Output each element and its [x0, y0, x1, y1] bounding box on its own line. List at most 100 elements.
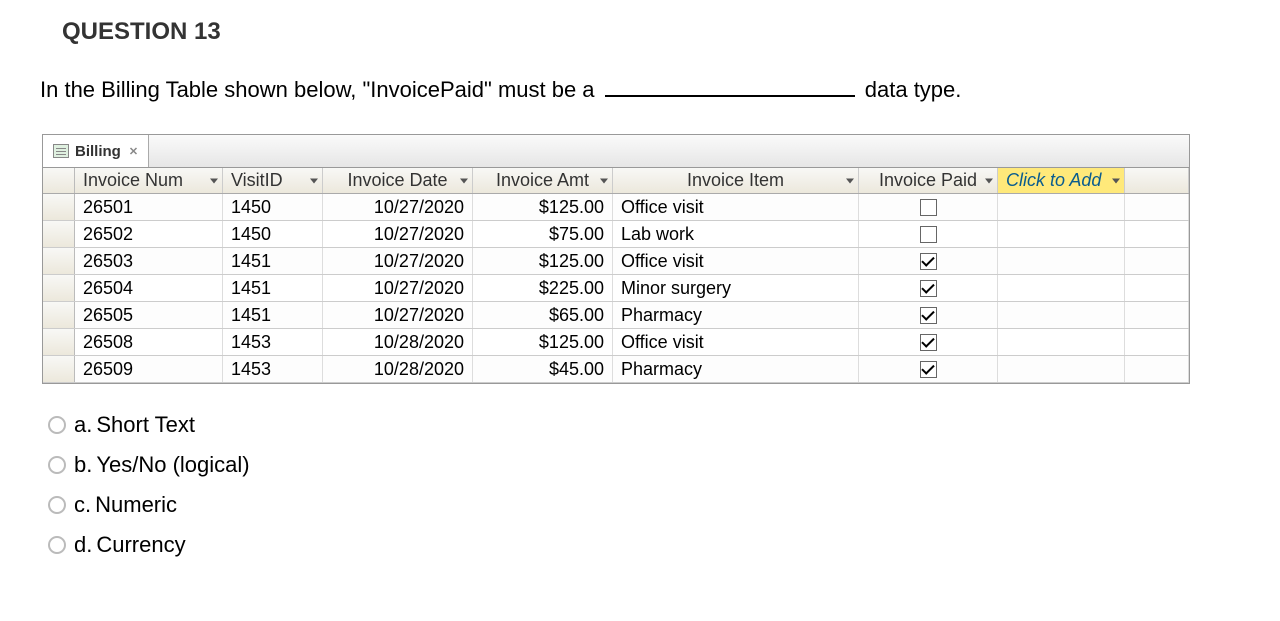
cell-invoice-paid[interactable]	[859, 329, 998, 355]
cell-invoice-date[interactable]: 10/28/2020	[323, 329, 473, 355]
cell-invoice-num[interactable]: 26501	[75, 194, 223, 220]
cell-invoice-item[interactable]: Office visit	[613, 329, 859, 355]
option-letter: a.	[74, 412, 92, 438]
cell-invoice-amt[interactable]: $125.00	[473, 194, 613, 220]
cell-visit-id[interactable]: 1451	[223, 302, 323, 328]
cell-click-add[interactable]	[998, 194, 1125, 220]
close-icon[interactable]: ✕	[129, 145, 138, 158]
cell-invoice-date[interactable]: 10/28/2020	[323, 356, 473, 382]
cell-click-add[interactable]	[998, 248, 1125, 274]
option-letter: d.	[74, 532, 92, 558]
cell-invoice-item[interactable]: Lab work	[613, 221, 859, 247]
cell-invoice-item[interactable]: Minor surgery	[613, 275, 859, 301]
select-all-corner[interactable]	[43, 168, 75, 193]
cell-invoice-amt[interactable]: $65.00	[473, 302, 613, 328]
column-header-visit_id[interactable]: VisitID	[223, 168, 323, 193]
row-selector[interactable]	[43, 194, 75, 220]
cell-visit-id[interactable]: 1453	[223, 356, 323, 382]
cell-invoice-paid[interactable]	[859, 302, 998, 328]
answer-option[interactable]: d. Currency	[48, 532, 250, 558]
checkbox[interactable]	[920, 334, 937, 351]
cell-invoice-date[interactable]: 10/27/2020	[323, 302, 473, 328]
column-header-invoice_amt[interactable]: Invoice Amt	[473, 168, 613, 193]
row-selector[interactable]	[43, 221, 75, 247]
tab-billing[interactable]: Billing ✕	[43, 135, 149, 167]
cell-invoice-date[interactable]: 10/27/2020	[323, 194, 473, 220]
table-row: 26505145110/27/2020$65.00Pharmacy	[43, 302, 1189, 329]
cell-visit-id[interactable]: 1451	[223, 275, 323, 301]
cell-click-add[interactable]	[998, 275, 1125, 301]
column-header-invoice_item[interactable]: Invoice Item	[613, 168, 859, 193]
chevron-down-icon[interactable]	[210, 178, 218, 183]
chevron-down-icon[interactable]	[1112, 178, 1120, 183]
cell-invoice-amt[interactable]: $125.00	[473, 329, 613, 355]
cell-invoice-date[interactable]: 10/27/2020	[323, 275, 473, 301]
column-header-invoice_date[interactable]: Invoice Date	[323, 168, 473, 193]
table-row: 26508145310/28/2020$125.00Office visit	[43, 329, 1189, 356]
row-selector[interactable]	[43, 302, 75, 328]
chevron-down-icon[interactable]	[985, 178, 993, 183]
chevron-down-icon[interactable]	[600, 178, 608, 183]
cell-invoice-paid[interactable]	[859, 221, 998, 247]
cell-visit-id[interactable]: 1451	[223, 248, 323, 274]
cell-click-add[interactable]	[998, 329, 1125, 355]
cell-invoice-date[interactable]: 10/27/2020	[323, 221, 473, 247]
radio-button[interactable]	[48, 536, 66, 554]
tab-bar-space	[149, 135, 1189, 167]
cell-click-add[interactable]	[998, 302, 1125, 328]
cell-invoice-num[interactable]: 26508	[75, 329, 223, 355]
checkbox[interactable]	[920, 361, 937, 378]
row-selector[interactable]	[43, 329, 75, 355]
cell-invoice-num[interactable]: 26509	[75, 356, 223, 382]
cell-visit-id[interactable]: 1450	[223, 194, 323, 220]
column-header-label: Invoice Amt	[496, 170, 589, 191]
checkbox[interactable]	[920, 307, 937, 324]
chevron-down-icon[interactable]	[846, 178, 854, 183]
table-row: 26509145310/28/2020$45.00Pharmacy	[43, 356, 1189, 383]
cell-invoice-num[interactable]: 26503	[75, 248, 223, 274]
datasheet: Invoice NumVisitIDInvoice Date Invoice Am…	[42, 168, 1190, 384]
tab-label: Billing	[75, 143, 121, 160]
chevron-down-icon[interactable]	[460, 178, 468, 183]
cell-click-add[interactable]	[998, 356, 1125, 382]
tab-bar: Billing ✕	[42, 134, 1190, 168]
checkbox[interactable]	[920, 253, 937, 270]
cell-visit-id[interactable]: 1450	[223, 221, 323, 247]
cell-invoice-item[interactable]: Pharmacy	[613, 356, 859, 382]
cell-invoice-amt[interactable]: $45.00	[473, 356, 613, 382]
answer-option[interactable]: c. Numeric	[48, 492, 250, 518]
row-selector[interactable]	[43, 356, 75, 382]
cell-invoice-num[interactable]: 26502	[75, 221, 223, 247]
row-selector[interactable]	[43, 248, 75, 274]
chevron-down-icon[interactable]	[310, 178, 318, 183]
radio-button[interactable]	[48, 456, 66, 474]
checkbox[interactable]	[920, 199, 937, 216]
cell-invoice-amt[interactable]: $125.00	[473, 248, 613, 274]
radio-button[interactable]	[48, 416, 66, 434]
cell-visit-id[interactable]: 1453	[223, 329, 323, 355]
cell-invoice-item[interactable]: Pharmacy	[613, 302, 859, 328]
answer-option[interactable]: b. Yes/No (logical)	[48, 452, 250, 478]
option-text: Yes/No (logical)	[96, 452, 249, 478]
cell-invoice-item[interactable]: Office visit	[613, 194, 859, 220]
cell-invoice-paid[interactable]	[859, 356, 998, 382]
cell-invoice-item[interactable]: Office visit	[613, 248, 859, 274]
cell-invoice-paid[interactable]	[859, 275, 998, 301]
cell-invoice-paid[interactable]	[859, 194, 998, 220]
cell-invoice-amt[interactable]: $225.00	[473, 275, 613, 301]
cell-invoice-amt[interactable]: $75.00	[473, 221, 613, 247]
cell-invoice-num[interactable]: 26505	[75, 302, 223, 328]
cell-invoice-paid[interactable]	[859, 248, 998, 274]
column-header-invoice_num[interactable]: Invoice Num	[75, 168, 223, 193]
column-header-click_add[interactable]: Click to Add	[998, 168, 1125, 193]
answer-option[interactable]: a. Short Text	[48, 412, 250, 438]
row-selector[interactable]	[43, 275, 75, 301]
cell-click-add[interactable]	[998, 221, 1125, 247]
checkbox[interactable]	[920, 280, 937, 297]
cell-invoice-num[interactable]: 26504	[75, 275, 223, 301]
question-text: In the Billing Table shown below, "Invoi…	[40, 77, 961, 103]
checkbox[interactable]	[920, 226, 937, 243]
column-header-invoice_paid[interactable]: Invoice Paid	[859, 168, 998, 193]
radio-button[interactable]	[48, 496, 66, 514]
cell-invoice-date[interactable]: 10/27/2020	[323, 248, 473, 274]
